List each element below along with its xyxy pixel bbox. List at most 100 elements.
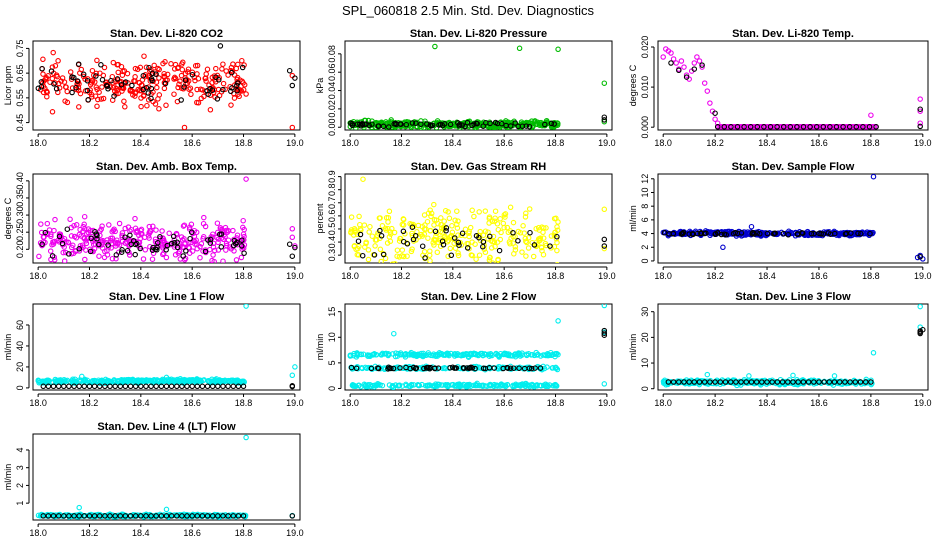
data-point xyxy=(533,225,539,232)
panel-title: Stan. Dev. Line 1 Flow xyxy=(109,291,225,303)
data-point xyxy=(82,256,88,263)
data-point xyxy=(67,69,74,75)
data-point xyxy=(446,215,453,222)
data-point xyxy=(213,74,219,80)
data-point xyxy=(511,251,517,257)
data-point xyxy=(469,207,475,214)
data-point xyxy=(427,258,433,263)
data-point xyxy=(203,78,209,84)
data-point xyxy=(835,231,842,237)
data-point xyxy=(452,365,459,371)
data-point xyxy=(748,223,755,230)
data-point xyxy=(44,220,51,227)
data-point xyxy=(80,73,87,80)
x-tick-label: 18.4 xyxy=(444,138,462,148)
data-point xyxy=(153,513,159,519)
data-point xyxy=(217,379,224,386)
data-point xyxy=(375,365,381,371)
data-point xyxy=(354,121,361,127)
y-axis: 0.200.250.300.350.40 xyxy=(15,172,30,258)
data-point xyxy=(150,223,156,230)
data-point xyxy=(455,218,461,224)
data-point xyxy=(243,434,249,441)
data-point xyxy=(842,231,849,237)
data-point xyxy=(68,251,75,257)
data-point xyxy=(177,78,183,84)
data-point xyxy=(726,228,732,235)
data-point xyxy=(353,365,360,372)
data-point xyxy=(233,65,240,72)
data-point xyxy=(696,58,703,64)
data-point xyxy=(526,206,533,212)
data-point xyxy=(171,240,178,246)
data-point xyxy=(469,122,475,129)
data-point xyxy=(601,304,608,309)
data-point xyxy=(512,353,519,360)
data-point xyxy=(870,350,877,356)
y-tick-label: 0.02 xyxy=(327,100,337,118)
data-point xyxy=(393,121,399,128)
panel-title: Stan. Dev. Li-820 CO2 xyxy=(110,28,223,40)
data-point xyxy=(60,249,66,256)
data-point xyxy=(220,513,226,519)
data-point xyxy=(441,218,447,224)
data-point xyxy=(846,124,853,130)
data-point xyxy=(243,176,249,182)
data-point xyxy=(215,247,222,253)
data-point xyxy=(289,82,296,89)
data-point xyxy=(52,80,58,86)
data-point xyxy=(510,230,516,236)
data-point xyxy=(180,223,187,229)
data-point xyxy=(480,365,487,372)
data-point xyxy=(431,242,437,248)
data-point xyxy=(451,383,458,389)
data-point xyxy=(154,244,160,251)
x-tick-label: 18.4 xyxy=(132,138,150,148)
data-point xyxy=(415,222,422,229)
data-point xyxy=(81,513,88,519)
data-point xyxy=(790,372,796,379)
data-point xyxy=(105,86,111,92)
data-point xyxy=(96,241,102,248)
data-point xyxy=(759,379,765,385)
data-point xyxy=(189,248,196,254)
data-point xyxy=(139,378,146,384)
data-point xyxy=(84,87,91,94)
y-tick-label: 0.000 xyxy=(640,116,650,139)
data-point xyxy=(211,247,218,254)
data-point xyxy=(689,230,696,237)
data-point xyxy=(369,121,375,127)
data-point xyxy=(118,378,125,385)
data-point xyxy=(917,254,923,260)
x-axis: 18.0 18.2 18.4 18.6 18.8 19.0 xyxy=(654,266,932,281)
data-point xyxy=(210,252,216,258)
y-tick-label: 0.010 xyxy=(640,76,650,99)
data-point xyxy=(161,70,167,77)
data-point xyxy=(64,226,71,232)
data-points xyxy=(348,176,608,263)
data-point xyxy=(721,124,728,130)
data-point xyxy=(98,62,104,68)
data-point xyxy=(181,124,188,130)
data-point xyxy=(428,123,434,129)
data-point xyxy=(289,383,296,390)
data-point xyxy=(419,381,425,388)
data-point xyxy=(480,123,486,129)
data-point xyxy=(800,124,807,130)
y-axis-label: ml/min xyxy=(315,334,325,361)
data-point xyxy=(487,233,493,240)
data-point xyxy=(455,232,461,238)
data-point xyxy=(153,79,160,85)
data-point xyxy=(74,78,81,84)
data-point xyxy=(870,174,877,180)
data-point xyxy=(701,230,708,237)
data-point xyxy=(215,383,221,390)
data-point xyxy=(542,121,548,128)
data-point xyxy=(354,251,361,258)
data-point xyxy=(458,242,465,248)
data-point xyxy=(366,229,372,235)
data-point xyxy=(233,257,240,263)
data-point xyxy=(400,365,407,372)
data-point xyxy=(707,379,713,385)
